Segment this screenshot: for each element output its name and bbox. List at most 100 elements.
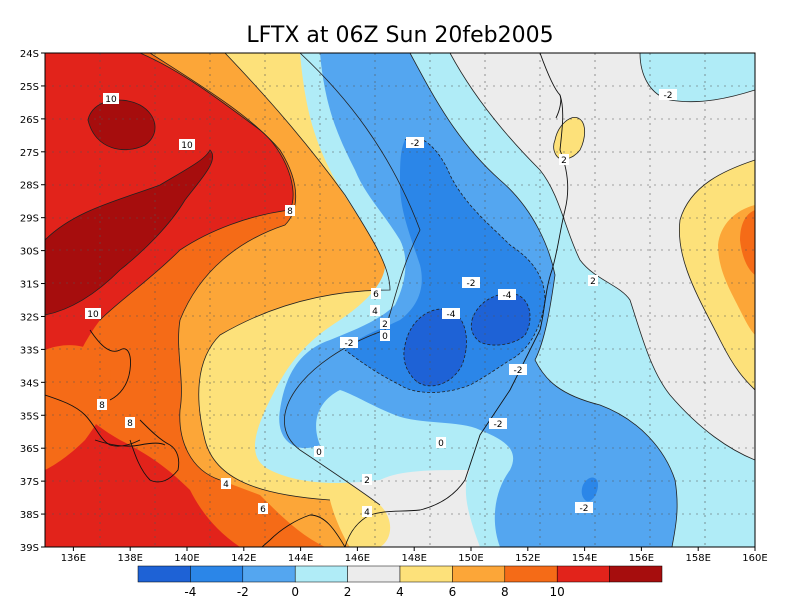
svg-text:0: 0 [438,439,444,449]
contour-label: 10 [103,93,119,105]
colorbar-label: 4 [396,585,404,599]
svg-text:2: 2 [382,320,388,330]
colorbar-label: 10 [550,585,565,599]
contour-label: -2 [489,418,507,430]
lat-tick-label: 34S [20,378,39,389]
lon-tick-label: 136E [61,553,86,564]
field-maroon-west [45,150,213,315]
lat-tick-label: 37S [20,477,39,488]
contour-label: -2 [406,137,424,149]
colorbar-label: -4 [184,585,196,599]
colorbar-segment [242,565,296,583]
field-darkblue-2 [471,293,531,346]
lon-tick-label: 160E [742,553,767,564]
lon-tick-label: 158E [685,553,710,564]
svg-text:2: 2 [561,156,567,166]
colorbar: -4 -2 0 2 4 6 8 10 [137,565,663,599]
contour-label: 2 [362,474,372,486]
colorbar-segment [347,565,401,583]
contour-label: -2 [575,502,593,514]
svg-text:6: 6 [260,505,266,515]
svg-text:4: 4 [364,508,370,518]
contour-lines [45,53,755,547]
contour-label: 2 [559,154,569,166]
lat-tick-label: 39S [20,543,39,554]
lon-tick-label: 156E [629,553,654,564]
lon-tick-label: 144E [288,553,313,564]
colorbar-label: 6 [449,585,457,599]
lat-tick-label: 27S [20,148,39,159]
lat-tick-label: 32S [20,312,39,323]
contour-label: 0 [380,330,390,342]
svg-text:10: 10 [87,310,99,320]
lat-tick-label: 28S [20,181,39,192]
svg-text:8: 8 [127,419,133,429]
contour-label: 4 [362,506,372,518]
svg-text:-2: -2 [580,504,589,514]
lat-tick-label: 24S [20,49,39,60]
lat-tick-label: 29S [20,214,39,225]
contour-label: -2 [659,89,677,101]
contour-label: -4 [442,308,460,320]
map-border [44,52,756,548]
field-yellow-blob [553,117,585,160]
contour-label: 2 [588,275,598,287]
colorbar-label: -2 [237,585,249,599]
contour-label: 10 [179,139,195,151]
contour-label: 4 [370,305,380,317]
colorbar-segment [504,565,558,583]
svg-text:4: 4 [223,480,229,490]
colorbar-segment [294,565,348,583]
svg-text:4: 4 [372,307,378,317]
contour-label: 8 [125,417,135,429]
contour-label: -2 [509,364,527,376]
contour-label: 0 [436,437,446,449]
lon-tick-label: 138E [117,553,142,564]
contour-label: 2 [380,318,390,330]
svg-text:-4: -4 [503,291,512,301]
lon-tick-label: 150E [458,553,483,564]
colorbar-segment [609,565,663,583]
svg-text:8: 8 [287,207,293,217]
lat-tick-label: 30S [20,247,39,258]
svg-text:0: 0 [382,332,388,342]
svg-text:-2: -2 [345,339,354,349]
field-red [45,53,294,547]
svg-text:-2: -2 [411,139,420,149]
lon-tick-label: 154E [572,553,597,564]
longitude-axis: 136E 138E 140E 142E 144E 146E 148E 150E 152E 154E… [61,547,768,564]
lat-tick-label: 36S [20,444,39,455]
svg-text:2: 2 [590,277,596,287]
contour-label: 10 [85,308,101,320]
latitude-axis: 24S 25S 26S 27S 28S 29S 30S 31S 32S 33S 34S 35S 36S 3… [20,49,45,554]
svg-text:-2: -2 [494,420,503,430]
contour-label: 0 [314,446,324,458]
colorbar-segment [190,565,244,583]
field-darkblue-1 [403,309,467,386]
field-maroon-north [88,100,156,150]
coastline [45,53,569,547]
colorbar-segment [399,565,453,583]
svg-text:-2: -2 [514,366,523,376]
field-blue-small [581,477,598,502]
lon-tick-label: 140E [174,553,199,564]
colorbar-label: 0 [291,585,299,599]
contour-label: -4 [498,289,516,301]
svg-text:8: 8 [99,401,105,411]
map-title: LFTX at 06Z Sun 20feb2005 [246,23,553,48]
contour-label: 6 [258,503,268,515]
svg-text:6: 6 [373,290,379,300]
lon-tick-label: 146E [345,553,370,564]
svg-text:0: 0 [316,448,322,458]
lat-tick-label: 25S [20,82,39,93]
svg-text:-2: -2 [664,91,673,101]
field-orange-sw [45,345,111,470]
contour-label: 8 [97,399,107,411]
svg-text:-2: -2 [467,279,476,289]
lat-tick-label: 33S [20,345,39,356]
contour-label: -2 [340,337,358,349]
svg-text:10: 10 [181,141,193,151]
lat-tick-label: 35S [20,411,39,422]
contour-label: 8 [285,205,295,217]
